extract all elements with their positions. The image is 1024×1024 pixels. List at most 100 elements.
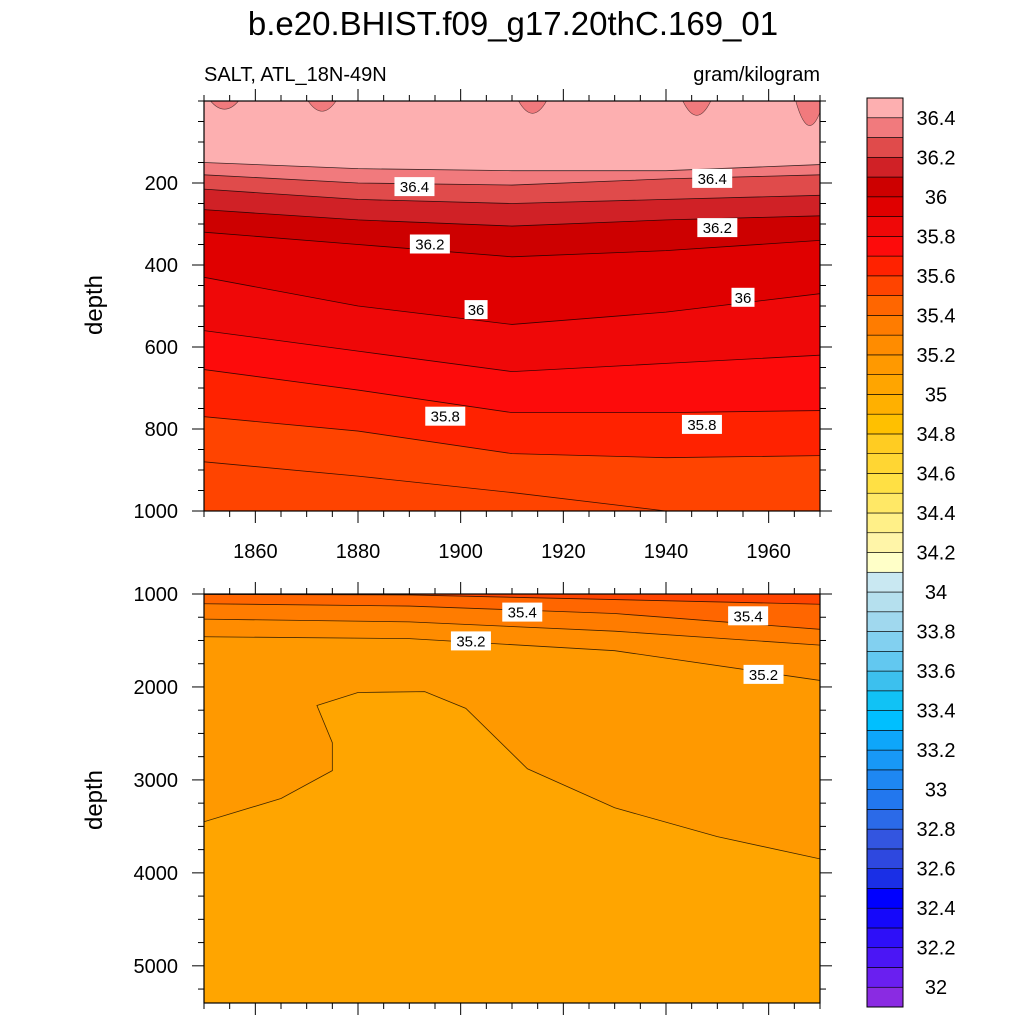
- colorbar-frame: [866, 97, 904, 1008]
- y-tick-label: 2000: [134, 677, 179, 699]
- colorbar-swatch: [866, 591, 904, 613]
- contour-line-35.6: [204, 461, 820, 511]
- contour-line-36: [204, 276, 820, 325]
- deep-depth-panel: 35.4 35.4 35.2 35.2 1000 2000 3000 4000 5000 dept…: [81, 582, 832, 1015]
- colorbar-label: 32.4: [917, 898, 956, 920]
- contour-label: 36.2: [697, 218, 738, 238]
- colorbar-swatch: [866, 295, 904, 316]
- x-tick-label: 1860: [233, 541, 278, 563]
- contour-label: 36: [731, 287, 755, 307]
- contour-label: 35.8: [425, 406, 466, 426]
- surface-pocket: [795, 101, 820, 126]
- plot-area: [204, 594, 820, 1003]
- contour-label: 35.4: [502, 602, 543, 622]
- y-tick-label: 800: [145, 419, 178, 441]
- contour-label-box: [409, 234, 450, 254]
- colorbar-label: 34.4: [917, 503, 956, 525]
- colorbar-swatch: [866, 710, 904, 731]
- colorbar-label: 34.6: [917, 463, 956, 485]
- colorbar-label: 34.2: [917, 543, 956, 565]
- colorbar-swatch: [866, 394, 904, 415]
- colorbar-swatch: [866, 552, 904, 573]
- colorbar-label: 35.2: [917, 345, 956, 367]
- colorbar-swatch: [866, 97, 904, 119]
- colorbar-label: 34.8: [917, 424, 956, 446]
- contour-label-text: 36.4: [400, 179, 429, 196]
- contour-label-box: [502, 602, 543, 622]
- colorbar-swatch: [866, 453, 904, 474]
- contour-band-36.5: [204, 101, 820, 171]
- contour-line-35.8: [204, 369, 820, 413]
- contour-label-box: [728, 606, 769, 626]
- contour-label-text: 35.8: [431, 409, 460, 426]
- contour-line-35.5: [204, 594, 820, 605]
- y-tick-label: 200: [145, 173, 178, 195]
- colorbar-swatch: [866, 374, 904, 395]
- colorbar-swatch: [866, 986, 904, 1008]
- y-axis-label: depth: [81, 275, 108, 335]
- contour-label-box: [681, 414, 722, 434]
- colorbar-swatch: [866, 315, 904, 336]
- colorbar-label: 36.4: [917, 108, 956, 130]
- colorbar-swatch: [866, 947, 904, 968]
- colorbar-swatch: [866, 868, 904, 889]
- contour-label-box: [731, 287, 755, 307]
- contour-line-35.1: [204, 691, 820, 860]
- colorbar-label: 36.2: [917, 147, 956, 169]
- contour-label: 35.2: [743, 664, 784, 684]
- contour-line-36.1: [204, 231, 820, 258]
- x-tick-label: 1920: [541, 541, 586, 563]
- colorbar-label: 33.6: [917, 661, 956, 683]
- contour-label: 35.2: [450, 631, 491, 651]
- contour-label-text: 36: [735, 290, 752, 307]
- colorbar-label: 33.8: [917, 622, 956, 644]
- colorbar-swatch: [866, 433, 904, 454]
- contour-label-text: 35.8: [687, 417, 716, 434]
- contour-label-box: [743, 664, 784, 684]
- colorbar-swatch: [866, 156, 904, 178]
- units-label: gram/kilogram: [693, 64, 820, 86]
- colorbar-swatch: [866, 828, 904, 850]
- contour-label: 36.4: [394, 177, 435, 197]
- y-tick-label: 1000: [134, 501, 179, 523]
- contour-line-35.3: [204, 618, 820, 646]
- contour-band-35.5: [204, 594, 820, 605]
- x-tick-label: 1880: [336, 541, 381, 563]
- colorbar-swatch: [866, 196, 904, 217]
- colorbar-label: 33.4: [917, 701, 956, 723]
- colorbar-label: 34: [925, 582, 947, 604]
- colorbar-swatch: [866, 730, 904, 751]
- colorbar-swatch: [866, 967, 904, 988]
- colorbar-swatch: [866, 809, 904, 830]
- salinity-colorbar: 32 32.2 32.4 32.6 32.8 33 33.2 33.4 33.6 33.8 34 34…: [866, 97, 956, 1008]
- figure-title: b.e20.BHIST.f09_g17.20thC.169_01: [248, 5, 778, 42]
- y-tick-label: 4000: [134, 863, 179, 885]
- colorbar-label: 35: [925, 384, 947, 406]
- x-tick-label: 1960: [746, 541, 791, 563]
- contour-label-box: [425, 406, 466, 426]
- colorbar-swatch: [866, 631, 904, 652]
- colorbar-swatch: [866, 789, 904, 810]
- contour-label: 35.8: [681, 414, 722, 434]
- colorbar-swatch: [866, 749, 904, 771]
- x-tick-label: 1940: [644, 541, 689, 563]
- colorbar-swatch: [866, 532, 904, 553]
- colorbar-swatch: [866, 611, 904, 632]
- contour-label-text: 36.4: [698, 171, 727, 188]
- contour-band-35.1: [204, 594, 820, 859]
- colorbar-swatch: [866, 907, 904, 929]
- colorbar-swatch: [866, 334, 904, 356]
- colorbar-swatch: [866, 354, 904, 375]
- contour-label: 36.2: [409, 234, 450, 254]
- contour-line-36.3: [204, 188, 820, 204]
- colorbar-swatch: [866, 690, 904, 711]
- colorbar-label: 32.8: [917, 819, 956, 841]
- contour-label-box: [450, 631, 491, 651]
- colorbar-swatch: [866, 473, 904, 494]
- contour-label-box: [697, 218, 738, 238]
- y-tick-label: 3000: [134, 770, 179, 792]
- plot-area: [204, 101, 820, 511]
- upper-depth-panel: 36.4 36.4 36.2 36.2 36 36 35.8 35.8 1860 1880 1900…: [81, 89, 832, 563]
- contour-label: 35.4: [728, 606, 769, 626]
